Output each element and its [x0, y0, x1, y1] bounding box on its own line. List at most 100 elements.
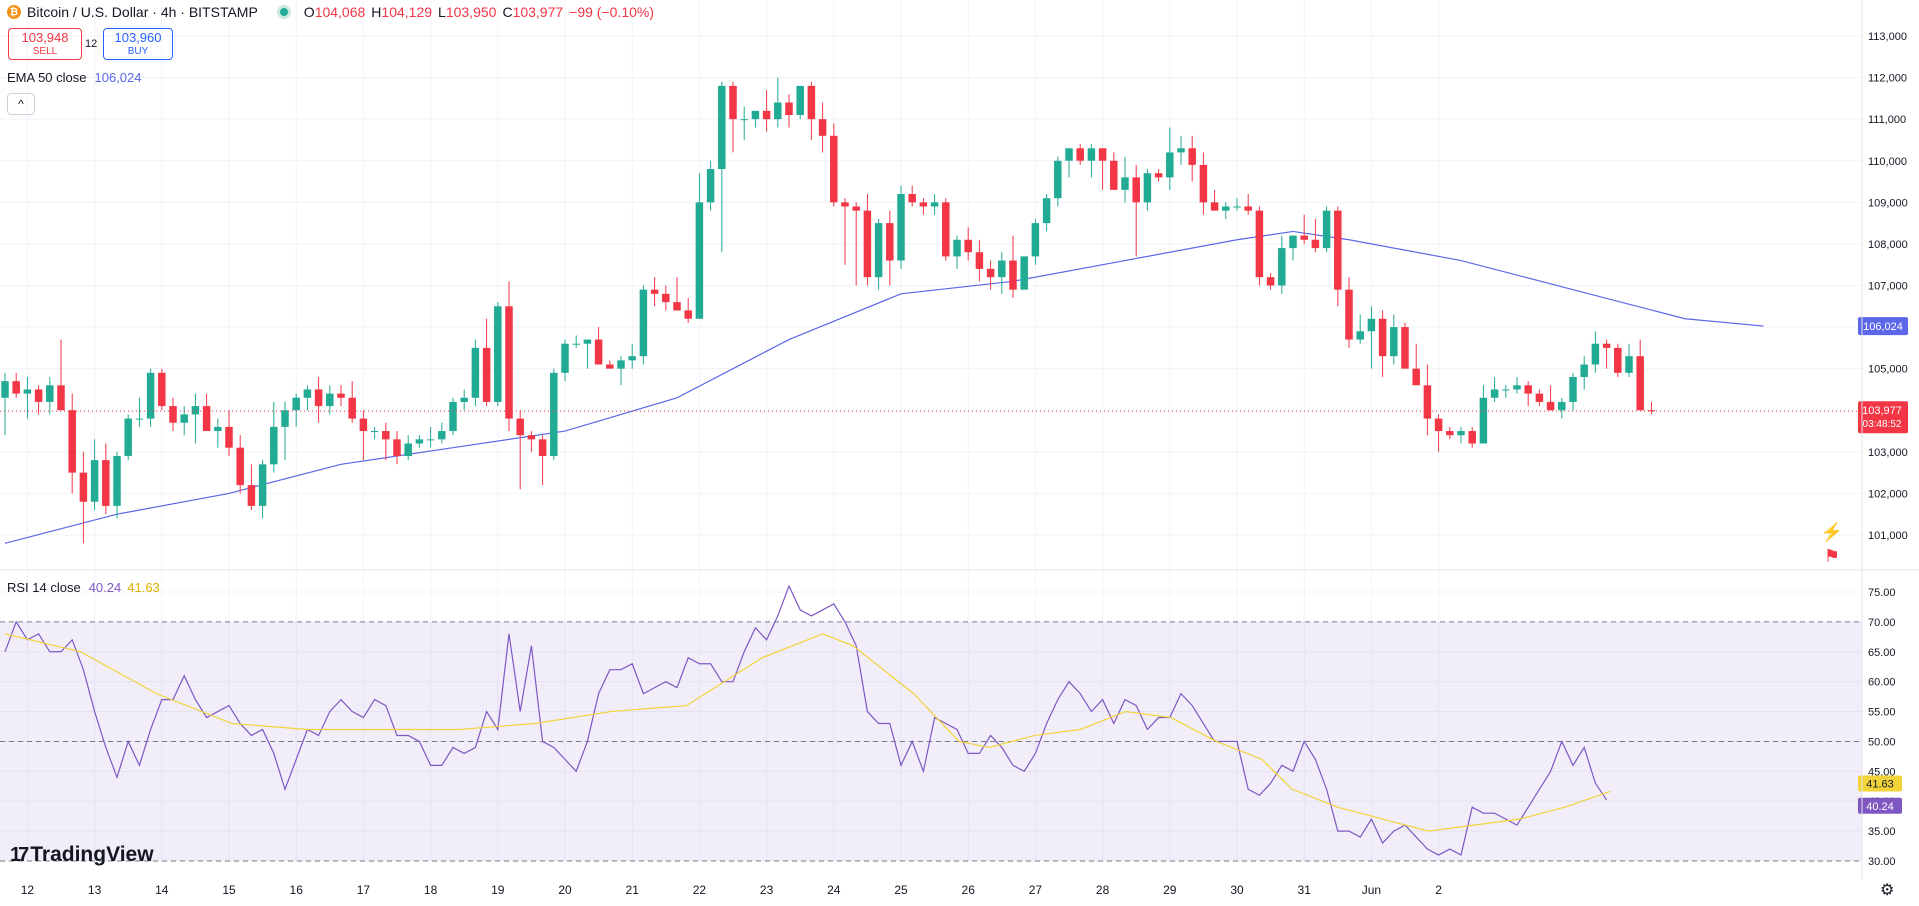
rsi-tick-label: 70.00 — [1868, 617, 1896, 629]
candle-body — [326, 393, 334, 407]
candle-body — [393, 439, 401, 456]
candle-body — [1513, 385, 1521, 390]
candle-body — [1647, 410, 1656, 412]
candle-body — [258, 464, 267, 506]
candle-body — [1233, 206, 1241, 208]
candle-body — [1322, 210, 1331, 249]
time-tick-label: 16 — [290, 883, 304, 897]
rsi-tick-label: 75.00 — [1868, 587, 1896, 599]
symbol-legend[interactable]: ₿ Bitcoin / U.S. Dollar · 4h · BITSTAMP … — [7, 4, 654, 20]
candle-body — [1558, 401, 1566, 411]
candle-body — [774, 102, 782, 120]
candle-body — [572, 343, 580, 345]
time-tick-label: 2 — [1435, 883, 1442, 897]
candle-body — [1468, 431, 1476, 444]
rsi-legend[interactable]: RSI 14 close 40.24 41.63 — [7, 580, 160, 595]
candle-body — [1054, 160, 1062, 199]
time-axis[interactable]: 12 13 14 15 16 17 18 19 20 21 22 23 24 25 26 27 28 29 30 31… — [21, 883, 1443, 897]
close-value: 103,977 — [512, 4, 564, 20]
candle-body — [998, 260, 1006, 278]
candle-body — [415, 439, 424, 444]
time-tick-label: 25 — [894, 883, 908, 897]
candle-body — [1524, 385, 1532, 394]
candle-body — [1401, 327, 1409, 369]
rsi-tick-label: 65.00 — [1868, 647, 1896, 659]
candle-body — [1, 381, 9, 398]
candle-body — [1143, 173, 1152, 203]
candle-body — [583, 339, 592, 344]
candle-body — [874, 223, 883, 278]
sell-button[interactable]: 103,948 SELL — [8, 28, 82, 60]
rsi-ma-badge — [1858, 775, 1902, 792]
candle-body — [348, 397, 356, 419]
collapse-indicators-button[interactable]: ^ — [7, 93, 35, 115]
last-price-badge — [1858, 401, 1908, 434]
candle-body — [919, 202, 928, 207]
flag-us-icon[interactable]: ⚑ — [1823, 546, 1841, 566]
symbol-title[interactable]: Bitcoin / U.S. Dollar · 4h · BITSTAMP — [27, 4, 258, 20]
high-label: H — [371, 4, 382, 20]
candle-body — [1479, 397, 1488, 444]
time-tick-label: 14 — [155, 883, 169, 897]
candle-body — [1457, 431, 1465, 436]
candle-body — [1110, 160, 1118, 190]
candle-body — [1255, 210, 1264, 278]
candle-body — [908, 194, 916, 203]
ema-last-label: 106,024 — [1863, 321, 1903, 333]
buy-button[interactable]: 103,960 BUY — [103, 28, 173, 60]
candle-body — [404, 443, 412, 456]
candle-body — [1087, 148, 1096, 161]
tradingview-name: TradingView — [30, 843, 154, 866]
rsi-line — [4, 584, 1608, 856]
candle-body — [303, 389, 312, 398]
tradingview-logo: 17 TradingView — [10, 843, 154, 867]
candle-body — [964, 239, 972, 253]
ema-legend-label: EMA 50 close — [7, 70, 87, 85]
candle-body — [1278, 248, 1286, 286]
candle-body — [46, 385, 54, 402]
buy-price: 103,960 — [114, 30, 162, 45]
candle-body — [1580, 364, 1588, 377]
candle-body — [281, 410, 289, 427]
candle-body — [314, 389, 323, 407]
rsi-ma-line — [4, 633, 1611, 832]
candle-body — [102, 460, 110, 506]
rsi-tick-label: 50.00 — [1868, 736, 1896, 748]
buy-label: BUY — [127, 46, 149, 57]
tradingview-mark-icon: 17 — [10, 843, 29, 866]
candle-body — [382, 431, 390, 440]
candles[interactable] — [1, 77, 1656, 544]
candle-body — [34, 389, 43, 402]
candle-body — [169, 406, 177, 423]
candle-body — [516, 418, 524, 436]
rsi-tick-label: 45.00 — [1868, 766, 1896, 778]
candle-body — [930, 202, 939, 207]
low-label: L — [438, 4, 446, 20]
lightning-icon[interactable]: ⚡ — [1820, 522, 1844, 542]
ema-legend[interactable]: EMA 50 close 106,024 — [7, 70, 142, 85]
candle-body — [471, 347, 480, 398]
candle-body — [236, 447, 244, 486]
candle-body — [1177, 148, 1185, 153]
price-tick-label: 111,000 — [1868, 114, 1906, 126]
candle-body — [1222, 206, 1230, 211]
time-tick-label: 24 — [827, 883, 841, 897]
candle-body — [639, 289, 648, 357]
time-tick-label: 22 — [693, 883, 707, 897]
candle-body — [1132, 177, 1140, 203]
candle-body — [830, 135, 838, 203]
price-axis[interactable]: 101,000102,000103,000104,000105,000106,0… — [1868, 31, 1908, 868]
candle-body — [426, 439, 435, 441]
open-label: O — [303, 4, 315, 20]
candle-body — [650, 289, 659, 294]
candle-body — [1423, 385, 1432, 419]
close-label: C — [502, 4, 513, 20]
time-tick-label: 27 — [1029, 883, 1043, 897]
candle-body — [57, 385, 65, 411]
settings-gear-icon[interactable]: ⚙ — [1880, 882, 1895, 899]
time-tick-label: 21 — [626, 883, 640, 897]
sell-price: 103,948 — [21, 30, 69, 45]
time-tick-label: Jun — [1362, 883, 1381, 897]
rsi-tick-label: 35.00 — [1868, 826, 1896, 838]
